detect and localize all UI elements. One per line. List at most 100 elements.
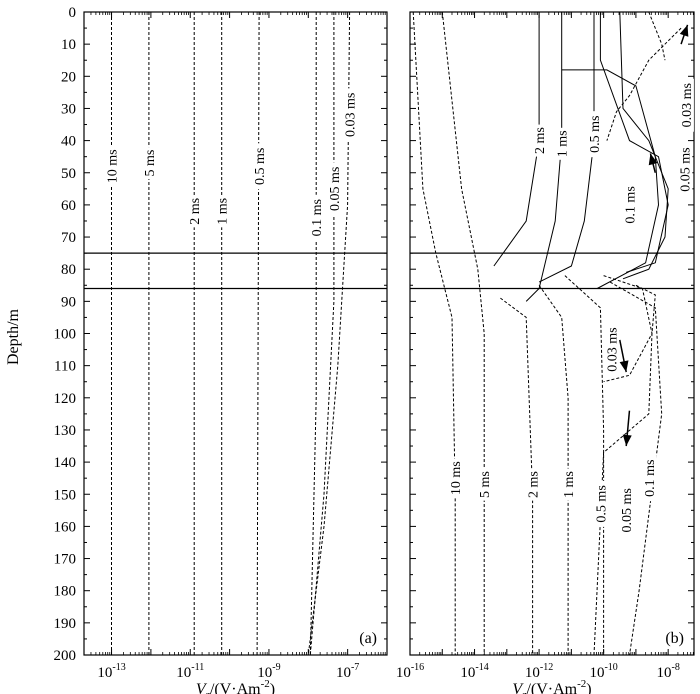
series-line-1-ms — [525, 12, 563, 302]
curve-label: 0.1 ms — [308, 194, 325, 241]
y-tick-label: 60 — [61, 198, 76, 214]
curve-label-text: 1 ms — [556, 130, 571, 157]
y-axis-title: Depth/m — [5, 308, 22, 365]
curve-label-text: 0.03 ms — [344, 93, 359, 137]
y-tick-label: 180 — [54, 584, 77, 600]
curve-label-bg — [308, 194, 325, 241]
curve-label: 0.05 ms — [325, 162, 343, 216]
curve-label: 1 ms — [560, 468, 577, 501]
curve-label: 0.05 ms — [618, 483, 635, 537]
x-tick-label: 10-12 — [525, 662, 553, 681]
panel-tag: (a) — [359, 630, 377, 647]
series-line-0-05-ms-below- — [593, 284, 656, 656]
curve-label-text: 2 ms — [527, 471, 542, 498]
curve-label: 5 ms — [140, 147, 158, 180]
arrow-head — [679, 24, 689, 37]
curve-label-text: 10 ms — [106, 149, 121, 183]
curve-label-bg — [251, 143, 268, 190]
x-tick-label: 10-9 — [257, 662, 280, 681]
series-line-0-05-ms — [619, 11, 669, 280]
series-line-0-5-ms — [256, 11, 260, 656]
curve-label-bg — [621, 181, 638, 228]
curve-label-text: 0.05 ms — [328, 167, 343, 211]
x-axis-title: Vz/(V·Am-2) — [512, 678, 591, 694]
curve-label-bg — [677, 78, 694, 132]
curve-label-text: 0.5 ms — [253, 148, 268, 185]
curve-label-bg — [592, 480, 609, 527]
curve-label-text: 0.5 ms — [588, 115, 603, 152]
x-tick-label: 10-14 — [460, 662, 488, 681]
series-line-0-03-ms-top- — [606, 27, 682, 141]
curve-label-text: 0.1 ms — [310, 199, 325, 236]
curve-label: 0.1 ms — [621, 181, 638, 228]
x-tick-label: 10-11 — [176, 662, 204, 681]
curve-label: 0.03 ms — [341, 88, 359, 142]
y-tick-label: 50 — [61, 166, 76, 182]
y-tick-label: 110 — [54, 359, 76, 375]
curve-label-text: 2 ms — [188, 198, 203, 225]
curve-label-bg — [560, 468, 577, 501]
x-axis-title: Vz/(V·Am-2) — [196, 678, 275, 694]
curve-label: 10 ms — [447, 458, 464, 498]
series-line-0-05-ms — [309, 12, 335, 656]
curve-label-bg — [325, 162, 342, 216]
series-line-10-ms — [412, 11, 456, 655]
curve-label-bg — [341, 88, 358, 142]
curve-label-bg — [186, 195, 203, 228]
curve-label-text: 10 ms — [449, 461, 464, 495]
series-line-0-5-ms-below- — [564, 275, 605, 655]
y-tick-label: 100 — [54, 327, 77, 343]
panel-a: 0 10 20 30 40 50 60 70 80 90 100 110 120 130 140 150 160… — [54, 5, 388, 694]
series-line-0-03-ms — [561, 69, 660, 289]
curve-label: 1 ms — [213, 195, 231, 228]
curve-label: 1 ms — [553, 127, 571, 160]
y-tick-label: 170 — [54, 552, 77, 568]
series-line-2-ms — [493, 12, 540, 267]
curve-label-bg — [618, 483, 635, 537]
curve-label-text: 5 ms — [478, 471, 493, 498]
curve-label: 0.1 ms — [640, 455, 658, 502]
curve-label-bg — [140, 147, 157, 180]
arrow-head — [619, 360, 629, 373]
y-tick-label: 200 — [54, 648, 77, 664]
curve-label: 2 ms — [524, 468, 542, 501]
y-tick-label: 40 — [61, 134, 76, 150]
curve-label: 0.05 ms — [676, 143, 693, 197]
y-tick-label: 130 — [54, 423, 77, 439]
curve-label-bg — [524, 468, 541, 501]
plot-frame — [83, 11, 388, 656]
arrow-head — [648, 153, 658, 166]
curve-label-bg — [676, 143, 693, 197]
curve-label-bg — [603, 323, 620, 377]
curve-label-text: 1 ms — [562, 471, 577, 498]
series-line-0-5-ms — [538, 12, 595, 283]
panel-tag: (b) — [665, 630, 684, 647]
arrow-head — [622, 434, 632, 447]
y-tick-label: 0 — [69, 5, 77, 21]
curve-label-bg — [213, 195, 230, 228]
curve-label: 0.5 ms — [251, 143, 268, 190]
y-tick-label: 90 — [61, 294, 76, 310]
series-line-2-ms-below- — [500, 297, 534, 655]
curve-label-bg — [447, 458, 464, 498]
series-line-0-1-ms — [599, 12, 669, 273]
curve-label: 5 ms — [476, 468, 493, 501]
y-tick-label: 160 — [54, 519, 77, 535]
curve-label-text: 0.03 ms — [680, 83, 695, 127]
curve-label: 0.03 ms — [603, 323, 621, 377]
x-tick-label: 10-13 — [97, 662, 125, 681]
curve-label-bg — [103, 146, 120, 186]
curve-label-bg — [585, 111, 602, 158]
curve-label-text: 5 ms — [143, 150, 158, 177]
curve-label-bg — [553, 127, 570, 160]
curve-label-text: 0.05 ms — [620, 488, 635, 532]
curve-label: 0.03 ms — [677, 78, 695, 132]
curve-label-text: 0.5 ms — [594, 485, 609, 522]
y-tick-label: 30 — [61, 101, 76, 117]
curve-label-bg — [640, 455, 657, 502]
y-tick-label: 120 — [54, 391, 77, 407]
curve-label-bg — [531, 124, 548, 157]
curve-label-bg — [476, 468, 493, 501]
curve-label-text: 0.1 ms — [643, 460, 658, 497]
